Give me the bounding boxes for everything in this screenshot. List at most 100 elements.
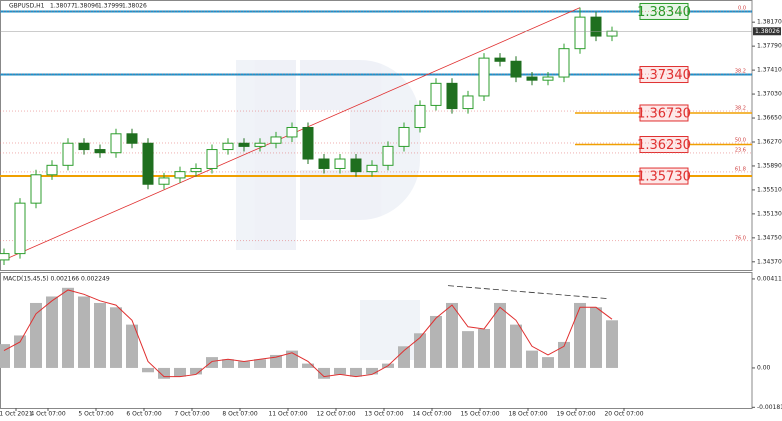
macd-bar — [430, 315, 442, 368]
macd-bar — [302, 363, 314, 368]
candle-body — [158, 177, 170, 185]
macd-bar — [462, 331, 474, 368]
candle-body — [366, 164, 378, 173]
macd-bar — [590, 307, 602, 368]
fib-label: 23.6 — [735, 147, 746, 153]
candle-body — [286, 126, 298, 138]
candle-body — [318, 158, 330, 169]
candle-body — [0, 253, 10, 261]
level-label: 1.35730 — [637, 170, 691, 185]
candle-body — [414, 104, 426, 128]
macd-bar — [542, 357, 554, 368]
candle-body — [398, 126, 410, 147]
macd-bar — [350, 367, 362, 377]
candle-body — [190, 167, 202, 173]
fib-label: 0.0 — [738, 6, 746, 12]
level-label: 1.36730 — [637, 106, 691, 121]
x-tick-label: 5 Oct 07:00 — [78, 411, 113, 418]
candle-body — [110, 133, 122, 154]
fib-label: 50.0 — [735, 137, 746, 143]
y-tick-label: 1.34370 — [757, 258, 782, 265]
y-tick-label: 1.38170 — [757, 19, 782, 26]
macd-bar — [446, 302, 458, 368]
watermark-bowl — [300, 60, 420, 220]
macd-bar — [174, 367, 186, 377]
macd-bar — [574, 302, 586, 368]
candle-body — [542, 76, 554, 81]
macd-bar — [0, 344, 10, 368]
macd-bar — [222, 359, 234, 368]
x-tick-label: 18 Oct 07:00 — [508, 411, 547, 418]
x-tick-label: 12 Oct 07:00 — [316, 411, 355, 418]
candle-body — [222, 142, 234, 151]
symbol: GBPUSD,H1 — [9, 3, 45, 10]
candle-body — [94, 149, 106, 154]
x-tick-label: 13 Oct 07:00 — [364, 411, 403, 418]
macd-y-tick-label: 0.00411 — [757, 275, 782, 282]
y-tick-label: 1.37030 — [757, 91, 782, 98]
fib-label: 38.2 — [735, 106, 746, 112]
y-tick-label: 1.34750 — [757, 234, 782, 241]
candle-body — [30, 174, 42, 204]
macd-bar — [478, 328, 490, 368]
level-box — [639, 66, 689, 84]
current-price-label: 1.38026 — [755, 28, 780, 35]
level-box — [639, 167, 689, 185]
level-box — [639, 136, 689, 154]
macd-bar — [270, 354, 282, 368]
y-tick-label: 1.35130 — [757, 210, 782, 217]
macd-bar — [30, 302, 42, 368]
candle-body — [238, 142, 250, 147]
macd-bar — [494, 302, 506, 368]
candle-body — [558, 48, 570, 78]
macd-bar — [78, 296, 90, 368]
watermark-block — [360, 300, 420, 360]
current-price-box — [753, 27, 781, 36]
y-tick-label: 1.36270 — [757, 138, 782, 145]
level-label: 1.36230 — [637, 138, 691, 153]
candle-body — [174, 171, 186, 179]
macd-bar — [366, 367, 378, 375]
candle-body — [46, 164, 58, 176]
candle-body — [590, 16, 602, 37]
macd-panel — [0, 272, 753, 409]
candle-body — [14, 202, 26, 255]
candle-body — [574, 16, 586, 50]
candle-body — [382, 145, 394, 166]
macd-bar — [190, 367, 202, 375]
candle-body — [62, 142, 74, 166]
header-close: 1.38026 — [122, 3, 147, 10]
macd-signal — [3, 289, 613, 378]
macd-bar — [158, 367, 170, 379]
candle-body — [526, 76, 538, 81]
level-label: 1.37340 — [637, 68, 691, 83]
candle-body — [446, 82, 458, 110]
macd-bar — [334, 367, 346, 375]
candle-body — [462, 95, 474, 110]
y-tick-label: 1.37790 — [757, 43, 782, 50]
header-low: 1.37999 — [98, 3, 123, 10]
candle-body — [142, 142, 154, 185]
macd-bar — [14, 335, 26, 368]
candle-body — [78, 142, 90, 151]
header-open: 1.38077 — [50, 3, 75, 10]
x-tick-label: 6 Oct 07:00 — [126, 411, 161, 418]
macd-title: MACD(15,45,5) 0.002166 0.002249 — [3, 276, 110, 283]
y-tick-label: 1.37410 — [757, 67, 782, 74]
macd-bar — [142, 367, 154, 373]
watermark-stem — [236, 60, 296, 250]
candle-body — [206, 149, 218, 169]
macd-bar — [110, 307, 122, 368]
macd-bar — [62, 287, 74, 368]
fib-label: 61.8 — [735, 166, 746, 172]
candle-body — [350, 158, 362, 173]
y-tick-label: 1.35510 — [757, 186, 782, 193]
price-panel — [0, 0, 753, 271]
watermark — [236, 60, 420, 360]
macd-bar — [318, 367, 330, 379]
macd-y-tick-label: -0.001818 — [757, 404, 782, 411]
macd-bar — [510, 324, 522, 368]
x-tick-label: 4 Oct 07:00 — [30, 411, 65, 418]
macd-bar — [126, 324, 138, 368]
candle-body — [478, 57, 490, 97]
